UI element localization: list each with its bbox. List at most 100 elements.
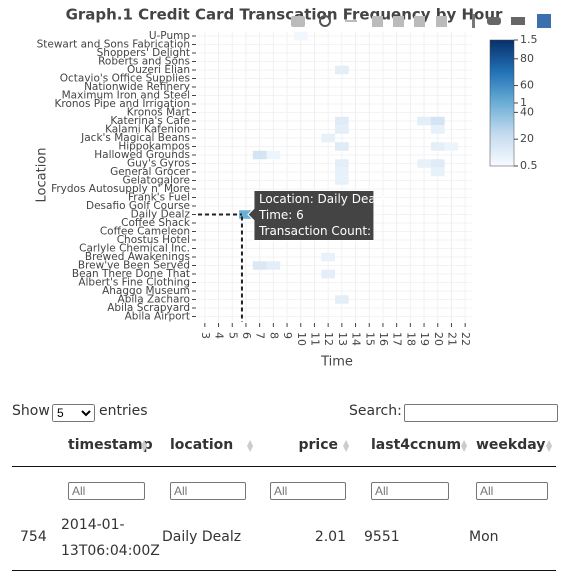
search-label: Search: xyxy=(349,403,402,419)
zoom-in-icon[interactable] xyxy=(372,16,383,27)
more-icon[interactable] xyxy=(472,14,475,28)
y-tick-label: Brewed Awakenings xyxy=(85,251,190,263)
x-tick-label: 8 xyxy=(267,332,280,339)
y-tick-label: Kalami Kafenion xyxy=(105,124,190,136)
table-cell: 2014-01-13T06:04:00Z xyxy=(61,517,160,559)
reset-icon[interactable] xyxy=(436,16,447,27)
x-tick-label: 12 xyxy=(322,332,335,346)
y-tick-label: Abila Scrapyard xyxy=(107,302,190,314)
compare-icon[interactable] xyxy=(487,17,501,25)
zoom-out-icon[interactable] xyxy=(393,16,404,27)
heatmap-cell xyxy=(321,269,335,279)
x-tick-label: 19 xyxy=(418,332,431,346)
y-tick-label: General Grocer xyxy=(110,166,191,178)
column-filter[interactable] xyxy=(270,482,346,500)
heatmap-cell xyxy=(335,116,349,126)
autoscale-icon[interactable] xyxy=(414,16,425,27)
camera-icon[interactable] xyxy=(291,16,305,27)
tooltip-line: Location: Daily Dealz xyxy=(259,192,385,206)
y-tick-label: Ouzeri Elian xyxy=(127,64,190,76)
heatmap-cell xyxy=(239,210,253,219)
colorbar-tick-label: 40 xyxy=(520,105,534,118)
y-tick-label: Abila Zacharo xyxy=(118,294,190,306)
colorbar-tick-label: 1.5 xyxy=(520,33,538,46)
column-filter[interactable] xyxy=(170,482,246,500)
heatmap-cell xyxy=(252,150,267,160)
column-filter[interactable] xyxy=(68,482,145,500)
sort-icon: ▲ ▼ xyxy=(343,438,350,453)
y-tick-label: Stewart and Sons Fabrication xyxy=(37,39,190,51)
x-tick-label: 21 xyxy=(445,332,458,346)
y-tick-label: Abila Airport xyxy=(125,311,190,323)
colorbar-tick-label: 1 xyxy=(520,96,527,109)
length-label: Show xyxy=(12,403,50,419)
column-filter[interactable] xyxy=(476,482,548,500)
pan-icon[interactable] xyxy=(345,20,357,22)
sort-icon: ▲ ▼ xyxy=(461,438,468,453)
table-cell: Mon xyxy=(469,529,499,545)
heatmap-cell xyxy=(335,142,349,151)
table-cell: Daily Dealz xyxy=(162,529,242,545)
heatmap-cell xyxy=(321,252,335,262)
y-tick-label: Kronos Pipe and Irrigation xyxy=(54,98,190,110)
x-axis-title: Time xyxy=(320,355,353,370)
y-tick-label: Carlyle Chemical Inc. xyxy=(79,243,190,255)
x-tick-label: 4 xyxy=(213,332,226,339)
column-header: price xyxy=(298,437,338,453)
heatmap-cell xyxy=(335,125,349,134)
spike-icon[interactable] xyxy=(511,17,525,25)
heatmap-cell xyxy=(293,31,308,41)
column-filter[interactable] xyxy=(371,482,449,500)
x-tick-label: 13 xyxy=(336,332,349,346)
x-tick-label: 14 xyxy=(350,332,363,346)
heatmap-cell xyxy=(430,116,445,126)
row-rule xyxy=(12,570,556,571)
column-header: last4ccnum xyxy=(371,437,462,453)
y-tick-label: Frank's Fuel xyxy=(128,192,190,204)
modebar xyxy=(291,14,551,28)
x-tick-label: 18 xyxy=(404,332,417,346)
y-tick-label: Nationwide Refinery xyxy=(84,81,190,93)
heatmap-cell xyxy=(335,159,349,168)
x-tick-label: 10 xyxy=(295,332,308,346)
heatmap-cell xyxy=(335,176,349,185)
x-tick-label: 15 xyxy=(363,332,376,346)
colorbar-tick-label: 0.5 xyxy=(520,159,538,172)
heatmap-cell xyxy=(321,133,335,143)
x-tick-label: 11 xyxy=(308,332,321,346)
length-select[interactable]: 5 xyxy=(52,404,95,422)
header-rule xyxy=(12,466,556,467)
y-tick-label: Katerina's Cafe xyxy=(110,115,190,127)
y-tick-label: Octavio's Office Supplies xyxy=(60,73,190,85)
y-axis-title: Location xyxy=(35,148,50,203)
tooltip-line: Time: 6 xyxy=(258,208,304,222)
column-header: timestamp xyxy=(68,437,153,453)
y-tick-label: Coffee Shack xyxy=(121,217,191,229)
colorbar-tick-label: 20 xyxy=(520,132,534,145)
y-tick-label: Brew've Been Served xyxy=(78,260,190,272)
colorbar-tick-label: 60 xyxy=(520,79,534,92)
length-suffix: entries xyxy=(99,403,148,419)
y-tick-label: Maximum Iron and Steel xyxy=(62,90,190,102)
heatmap-cell xyxy=(430,167,445,177)
sort-icon: ▲ ▼ xyxy=(247,438,254,453)
y-tick-label: Shoppers' Delight xyxy=(97,47,190,59)
x-tick-label: 16 xyxy=(377,332,390,346)
y-tick-label: Desafio Golf Course xyxy=(86,200,190,212)
plotly-logo[interactable] xyxy=(537,14,551,28)
y-tick-label: Jack's Magical Beans xyxy=(80,132,190,144)
y-tick-label: Gelatogalore xyxy=(123,175,190,187)
heatmap-cell xyxy=(430,159,445,168)
column-header: location xyxy=(170,437,234,453)
zoom-icon[interactable] xyxy=(319,15,331,27)
y-tick-label: Bean There Done That xyxy=(72,268,190,280)
heatmap-cell xyxy=(335,295,349,304)
tooltip-line: Transaction Count: 1 xyxy=(258,224,383,238)
x-tick-label: 9 xyxy=(281,332,294,339)
heatmap-cell xyxy=(417,159,431,168)
heatmap-cell xyxy=(430,142,445,151)
heatmap-cell xyxy=(430,125,445,134)
heatmap-cell xyxy=(444,142,459,151)
search-input[interactable] xyxy=(404,404,558,422)
